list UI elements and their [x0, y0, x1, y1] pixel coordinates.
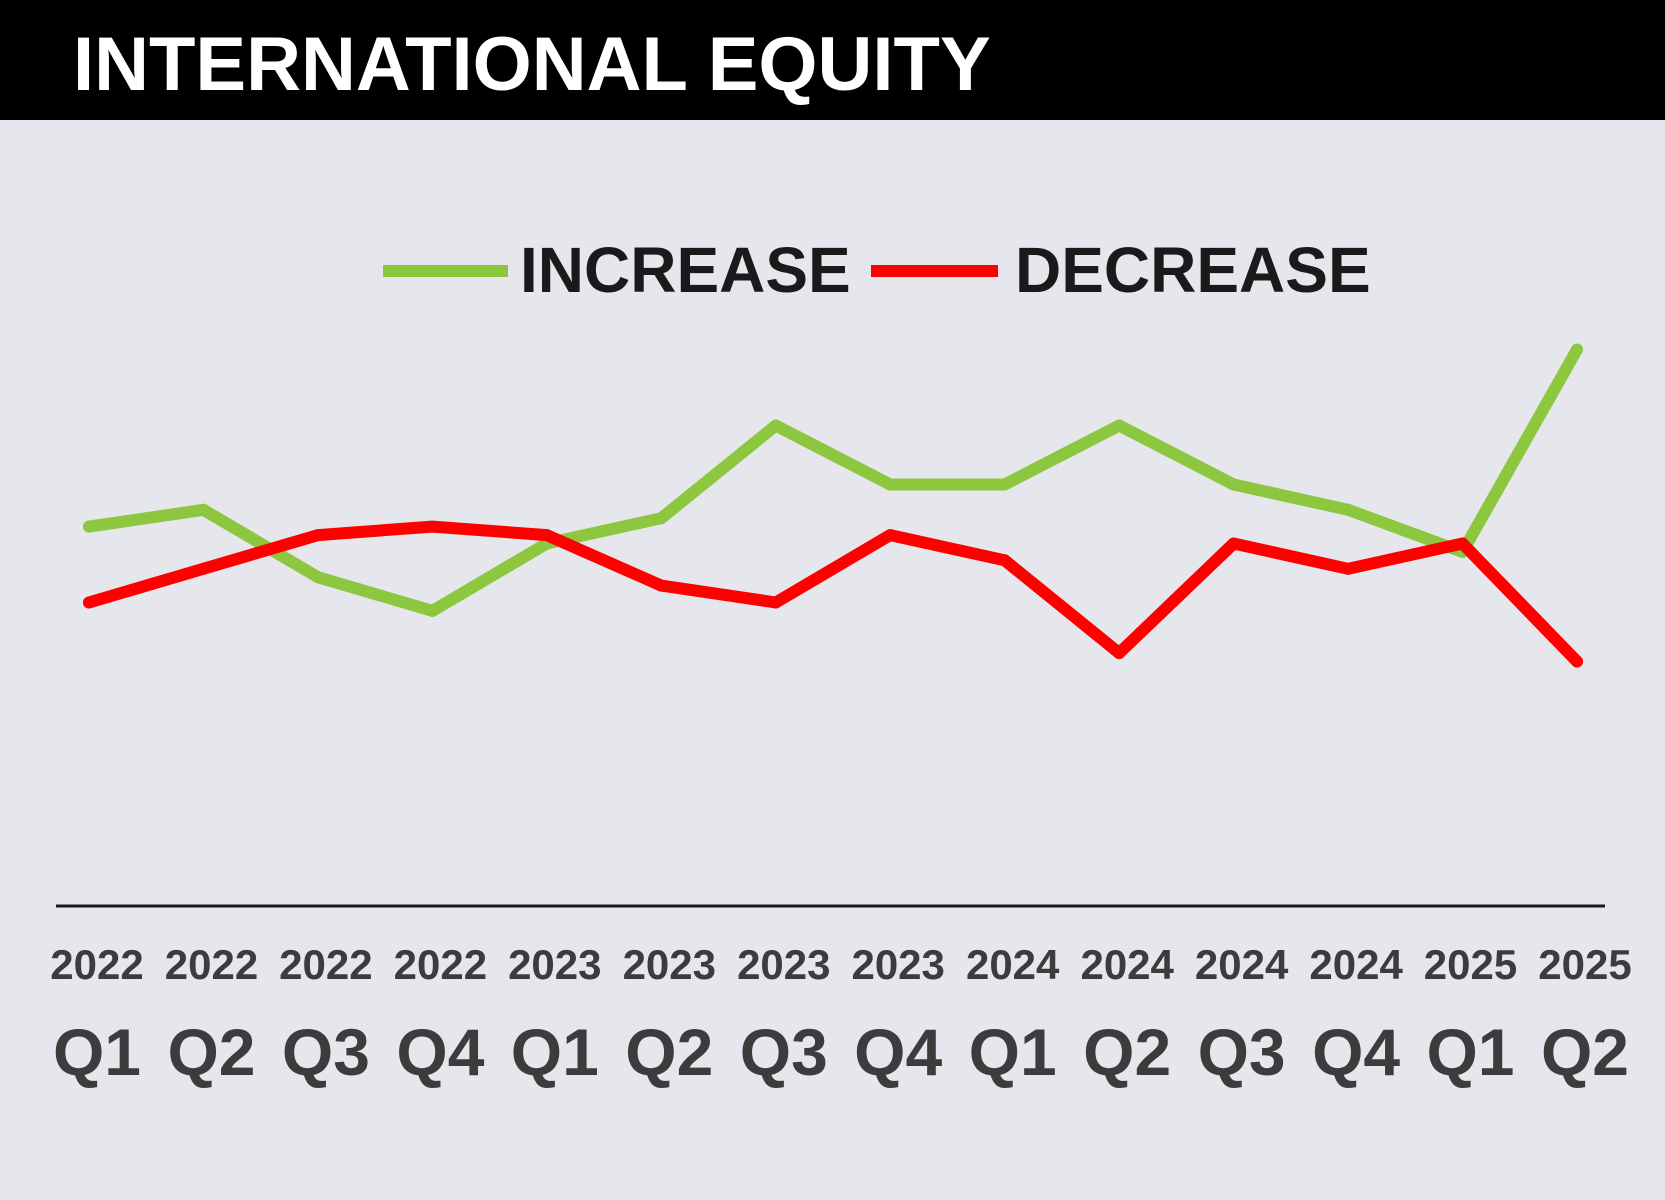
series-layer: [83, 343, 1583, 668]
data-point-decrease: [769, 596, 782, 609]
x-tick-quarter: Q4: [854, 1015, 942, 1089]
data-point-increase: [769, 419, 782, 432]
x-tick-year: 2023: [508, 941, 601, 988]
data-point-increase: [884, 478, 897, 491]
legend: INCREASE DECREASE: [383, 234, 1371, 306]
data-point-increase: [1113, 419, 1126, 432]
data-point-increase: [311, 571, 324, 584]
x-tick-quarter: Q2: [625, 1015, 713, 1089]
data-point-decrease: [197, 562, 210, 575]
data-point-decrease: [1113, 647, 1126, 660]
data-point-decrease: [426, 520, 439, 533]
data-point-decrease: [1571, 655, 1583, 668]
data-point-increase: [1227, 478, 1240, 491]
x-tick-year: 2024: [1309, 941, 1403, 988]
x-tick-quarter: Q1: [969, 1015, 1057, 1089]
x-tick-year: 2024: [1195, 941, 1289, 988]
data-point-increase: [998, 478, 1011, 491]
x-tick-quarter: Q1: [511, 1015, 599, 1089]
x-tick-year: 2022: [165, 941, 258, 988]
x-tick-quarter: Q3: [1198, 1015, 1286, 1089]
data-point-increase: [655, 512, 668, 525]
x-tick-quarter: Q2: [167, 1015, 255, 1089]
x-tick-quarter: Q4: [396, 1015, 484, 1089]
data-point-increase: [426, 604, 439, 617]
x-tick-quarter: Q3: [282, 1015, 370, 1089]
data-point-increase: [1342, 503, 1355, 516]
series-line-decrease: [83, 520, 1583, 668]
data-point-decrease: [1456, 537, 1469, 550]
legend-label-decrease: DECREASE: [1015, 234, 1371, 306]
data-point-decrease: [998, 554, 1011, 567]
header-bar: [0, 0, 1665, 120]
x-tick-quarter: Q1: [53, 1015, 141, 1089]
x-tick-year: 2023: [623, 941, 716, 988]
x-tick-quarter: Q2: [1083, 1015, 1171, 1089]
data-point-decrease: [83, 596, 95, 609]
x-tick-quarter: Q2: [1541, 1015, 1629, 1089]
data-point-increase: [197, 503, 210, 516]
x-tick-labels: 2022 Q1 2022 Q2 2022 Q3 2022 Q4 2023 Q1 2023 Q2 2023…: [50, 941, 1631, 1089]
x-tick-quarter: Q3: [740, 1015, 828, 1089]
data-point-decrease: [1227, 537, 1240, 550]
x-tick-year: 2023: [737, 941, 830, 988]
x-tick-year: 2025: [1538, 941, 1631, 988]
x-tick-quarter: Q1: [1426, 1015, 1514, 1089]
data-point-increase: [1571, 343, 1583, 356]
x-tick-year: 2024: [1080, 941, 1174, 988]
x-tick-year: 2022: [50, 941, 143, 988]
x-tick-year: 2025: [1424, 941, 1517, 988]
x-tick-year: 2023: [851, 941, 944, 988]
x-tick-quarter: Q4: [1312, 1015, 1400, 1089]
data-point-decrease: [540, 529, 553, 542]
x-tick-year: 2022: [279, 941, 372, 988]
chart-title: INTERNATIONAL EQUITY: [73, 22, 991, 107]
data-point-decrease: [655, 579, 668, 592]
data-point-decrease: [884, 529, 897, 542]
x-tick-year: 2022: [394, 941, 487, 988]
data-point-decrease: [1342, 562, 1355, 575]
legend-label-increase: INCREASE: [520, 234, 851, 306]
x-tick-year: 2024: [966, 941, 1060, 988]
data-point-decrease: [311, 529, 324, 542]
series-line-increase: [83, 343, 1583, 617]
data-point-increase: [83, 520, 95, 533]
